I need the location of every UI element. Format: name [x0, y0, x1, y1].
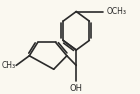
Text: OH: OH [70, 84, 83, 93]
Text: OCH₃: OCH₃ [106, 7, 126, 16]
Text: CH₃: CH₃ [1, 61, 15, 70]
